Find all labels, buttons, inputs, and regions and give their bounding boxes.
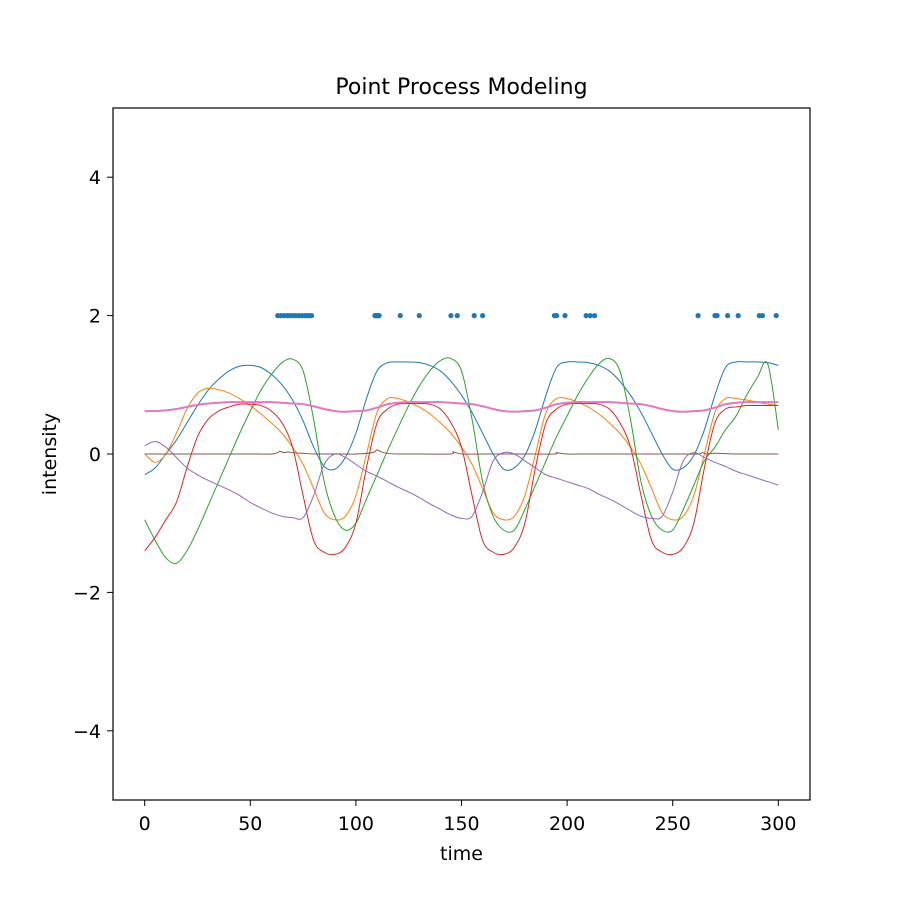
event-point (714, 313, 720, 319)
event-point (591, 313, 598, 319)
event-point (773, 313, 779, 319)
series-layer (144, 357, 779, 565)
event-point (480, 313, 486, 319)
x-tick-label: 100 (338, 813, 374, 835)
x-tick-label: 150 (443, 813, 479, 835)
chart-title: Point Process Modeling (335, 75, 587, 100)
y-tick-label: −4 (73, 721, 101, 743)
y-axis-ticks: −4 −2 0 2 4 (73, 167, 113, 743)
series-line-3 (144, 357, 779, 565)
events-layer (275, 313, 779, 319)
x-tick-label: 200 (549, 813, 585, 835)
y-tick-label: 2 (89, 306, 101, 328)
event-point (759, 313, 766, 319)
y-tick-label: 4 (89, 167, 101, 189)
event-point (454, 313, 460, 319)
event-point (416, 313, 422, 319)
event-point (308, 313, 315, 319)
x-tick-label: 0 (139, 813, 151, 835)
series-line-4 (144, 402, 779, 556)
event-point (695, 313, 701, 319)
event-point (376, 313, 382, 319)
plot-area (112, 107, 811, 801)
series-line-5 (144, 441, 779, 520)
event-point (562, 313, 568, 319)
y-tick-label: 0 (89, 444, 101, 466)
series-line-6 (144, 449, 779, 455)
y-axis-label: intensity (39, 413, 61, 495)
event-point (553, 313, 560, 319)
series-line-1 (144, 361, 779, 476)
event-point (397, 313, 403, 319)
event-point (587, 313, 593, 319)
event-point (448, 313, 454, 319)
event-point (735, 313, 741, 319)
event-point (725, 313, 731, 319)
x-tick-label: 250 (655, 813, 691, 835)
x-axis-label: time (440, 843, 483, 865)
event-point (583, 313, 589, 319)
x-tick-label: 300 (760, 813, 796, 835)
series-line-7 (144, 401, 779, 413)
x-axis-ticks: 0 50 100 150 200 250 300 (139, 800, 796, 835)
y-tick-label: −2 (73, 582, 101, 604)
x-tick-label: 50 (238, 813, 262, 835)
event-point (471, 313, 477, 319)
